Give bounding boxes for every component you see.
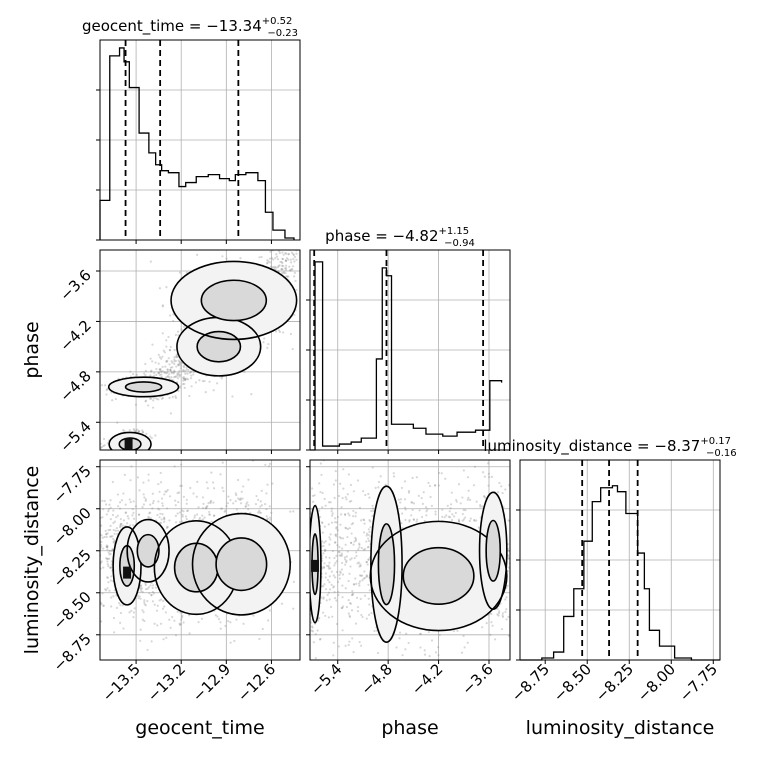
panel-phase-vs-luminosity_distance-frame [309,459,511,661]
panel-geocent_time-vs-luminosity_distance-peak [123,566,132,579]
hist-geocent_time-ticks [96,89,272,244]
panel-geocent_time-vs-luminosity_distance-contour-outer [126,518,170,583]
hist-luminosity_distance-frame [519,459,721,661]
hist-geocent_time-frame [99,39,301,241]
panel-phase-vs-luminosity_distance-ticks [306,466,490,664]
axis-luminosity_distance-xtick-label: −8.75 [508,660,553,705]
hist-luminosity_distance-bars [520,485,720,661]
xlabel-geocent_time: geocent_time [135,717,264,739]
axis-geocent_time-xtick-label: −12.6 [234,660,279,705]
axis-luminosity_distance-ytick-label: −8.50 [50,588,95,633]
xlabel-luminosity_distance: luminosity_distance [526,717,715,739]
panel-geocent_time-vs-phase-contour-outer [170,260,298,341]
axis-luminosity_distance-xtick-label: −8.50 [550,660,595,705]
hist-phase-frame [309,249,511,451]
panel-geocent_time-vs-luminosity_distance-contour-inner [215,537,268,592]
axis-phase-ytick-label: −5.4 [56,417,94,455]
axis-luminosity_distance-ytick-label: −8.75 [50,630,95,675]
axis-phase-xtick-label: −4.8 [357,660,395,698]
panel-geocent_time-vs-phase-frame [99,249,301,451]
axis-luminosity_distance-ytick-label: −8.25 [50,546,95,591]
hist-phase-ticks [306,299,490,454]
panel-geocent_time-vs-phase-contour-inner [200,279,268,322]
axis-luminosity_distance-xtick-label: −8.25 [592,660,637,705]
axis-phase-xtick-label: −4.2 [408,660,446,698]
panel-phase-vs-luminosity_distance-contour-outer [478,491,508,611]
axis-phase-ytick-label: −3.6 [56,266,94,304]
axis-phase-xtick-label: −5.4 [307,660,345,698]
panel-phase-vs-luminosity_distance-contour-inner [402,546,475,606]
axis-luminosity_distance-ytick-label: −8.00 [50,504,95,549]
panel-geocent_time-vs-luminosity_distance-scatter [100,460,295,652]
panel-phase-vs-luminosity_distance-contour-inner [485,519,502,582]
title-geocent_time: geocent_time = −13.34+0.52 −0.23 [82,16,298,39]
axis-phase-xtick-label: −3.6 [458,660,496,698]
panel-geocent_time-vs-phase-contour-outer [108,431,152,450]
panel-geocent_time-vs-phase-contour-outer [107,376,180,398]
panel-phase-vs-luminosity_distance-contour-outer [370,485,403,643]
panel-phase-vs-luminosity_distance-contour-outer [369,520,508,632]
panel-geocent_time-vs-luminosity_distance-contour-outer [191,512,291,616]
xlabel-phase: phase [381,717,438,739]
hist-geocent_time-bars [99,47,295,240]
panel-geocent_time-vs-phase-scatter [100,250,298,450]
panel-geocent_time-vs-phase-contour-inner [124,381,163,393]
axis-geocent_time-xtick-label: −13.5 [99,660,144,705]
panel-geocent_time-vs-phase-contour-inner [196,330,242,363]
axis-luminosity_distance-ytick-label: −7.75 [50,462,95,507]
panel-phase-vs-luminosity_distance-contour-outer [310,504,322,624]
panel-geocent_time-vs-luminosity_distance-ticks [96,466,272,664]
ylabel-luminosity_distance: luminosity_distance [21,466,43,655]
hist-luminosity_distance-ticks [516,509,714,664]
hist-luminosity_distance-grid [520,460,720,660]
axis-phase-ytick-label: −4.2 [56,317,94,355]
axis-luminosity_distance-xtick-label: −8.00 [634,660,679,705]
axis-geocent_time-xtick-label: −12.9 [189,660,234,705]
panel-geocent_time-vs-luminosity_distance-contour-outer [112,526,142,606]
title-phase: phase = −4.82+1.15 −0.94 [325,226,475,249]
axis-phase-ytick-label: −4.8 [56,367,94,405]
panel-geocent_time-vs-phase-peak [124,438,133,450]
panel-geocent_time-vs-phase-ticks [96,270,272,454]
ylabel-phase: phase [21,321,43,378]
hist-phase-bars [310,261,503,451]
panel-geocent_time-vs-luminosity_distance-contour-inner [136,533,160,568]
panel-geocent_time-vs-luminosity_distance-frame [99,459,301,661]
panel-phase-vs-luminosity_distance-peak [311,559,320,572]
hist-geocent_time-grid [100,40,300,240]
axis-geocent_time-xtick-label: −13.2 [144,660,189,705]
panel-phase-vs-luminosity_distance-scatter [310,460,510,660]
axis-luminosity_distance-xtick-label: −7.75 [676,660,721,705]
title-luminosity_distance: luminosity_distance = −8.37+0.17 −0.16 [483,436,736,459]
hist-phase-grid [310,250,510,450]
